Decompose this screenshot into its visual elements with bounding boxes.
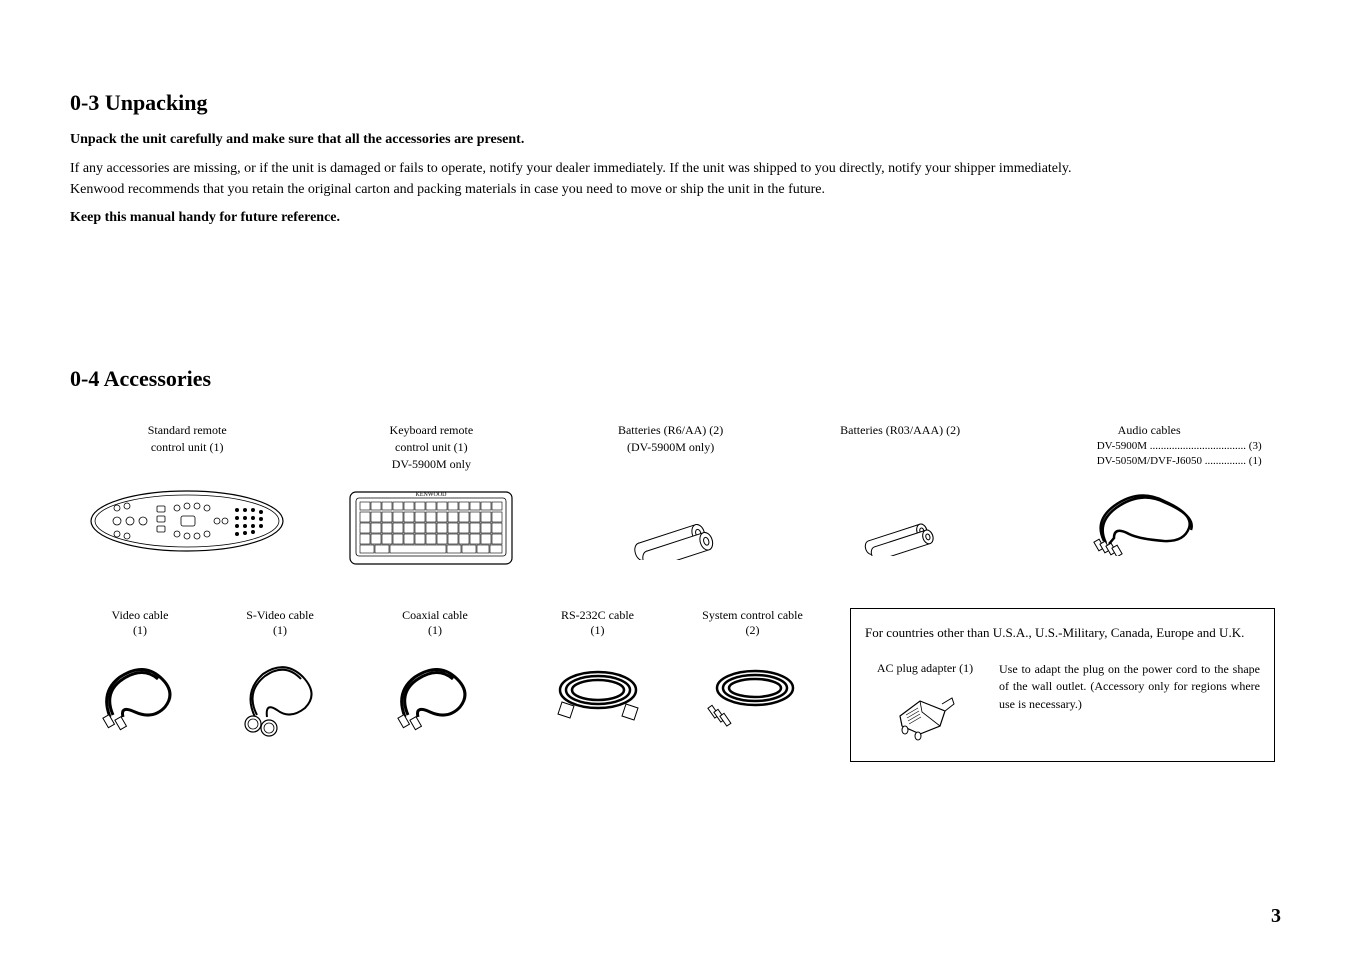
heading-0-4: 0-4 Accessories xyxy=(70,366,1281,392)
item-batteries-aa: Batteries (R6/AA) (2) (DV-5900M only) xyxy=(558,422,783,568)
keyboard-icon: KENWOOD xyxy=(346,488,516,568)
item-system-control-cable: System control cable (2) xyxy=(675,608,830,727)
label-standard-remote: Standard remote control unit (1) xyxy=(148,422,227,470)
audio-cable-icon xyxy=(1084,486,1214,556)
coaxial-cable-icon xyxy=(390,662,480,732)
unpack-paragraph: If any accessories are missing, or if th… xyxy=(70,158,1090,200)
battery-aaa-icon xyxy=(855,520,945,556)
system-control-cable-icon xyxy=(703,662,803,727)
heading-0-3: 0-3 Unpacking xyxy=(70,90,1281,116)
item-svideo-cable: S-Video cable (1) xyxy=(210,608,350,737)
notebox-header: For countries other than U.S.A., U.S.-Mi… xyxy=(865,623,1260,643)
item-audio-cables: Audio cables DV-5900M ..................… xyxy=(1017,422,1281,568)
battery-aa-icon xyxy=(621,520,721,560)
svg-text:KENWOOD: KENWOOD xyxy=(416,492,448,498)
video-cable-icon xyxy=(95,662,185,732)
svideo-cable-icon xyxy=(235,662,325,737)
item-video-cable: Video cable (1) xyxy=(70,608,210,732)
item-ac-adapter: AC plug adapter (1) xyxy=(865,661,985,741)
label-keyboard-remote: Keyboard remote control unit (1) DV-5900… xyxy=(390,422,474,472)
label-batteries-aa: Batteries (R6/AA) (2) (DV-5900M only) xyxy=(618,422,723,470)
item-standard-remote: Standard remote control unit (1) xyxy=(70,422,304,568)
section-accessories: 0-4 Accessories Standard remote control … xyxy=(70,366,1281,762)
unpack-instruction: Unpack the unit carefully and make sure … xyxy=(70,132,1281,148)
regional-note-box: For countries other than U.S.A., U.S.-Mi… xyxy=(850,608,1275,762)
section-unpacking: 0-3 Unpacking Unpack the unit carefully … xyxy=(70,90,1281,226)
manual-note: Keep this manual handy for future refere… xyxy=(70,210,1281,226)
ac-adapter-icon xyxy=(890,686,960,741)
item-coaxial-cable: Coaxial cable (1) xyxy=(350,608,520,732)
item-keyboard-remote: Keyboard remote control unit (1) DV-5900… xyxy=(304,422,558,568)
item-rs232c-cable: RS-232C cable (1) xyxy=(520,608,675,727)
label-audio-cables: Audio cables DV-5900M ..................… xyxy=(1037,422,1262,470)
item-batteries-aaa: Batteries (R03/AAA) (2) xyxy=(783,422,1017,568)
accessories-row-2: Video cable (1) S-Video cable (1) xyxy=(70,608,1281,762)
label-batteries-aaa: Batteries (R03/AAA) (2) xyxy=(840,422,960,470)
rs232c-cable-icon xyxy=(548,662,648,727)
notebox-description: Use to adapt the plug on the power cord … xyxy=(999,661,1260,713)
page-number: 3 xyxy=(1271,905,1281,928)
remote-icon xyxy=(87,486,287,556)
accessories-row-1: Standard remote control unit (1) xyxy=(70,422,1281,568)
